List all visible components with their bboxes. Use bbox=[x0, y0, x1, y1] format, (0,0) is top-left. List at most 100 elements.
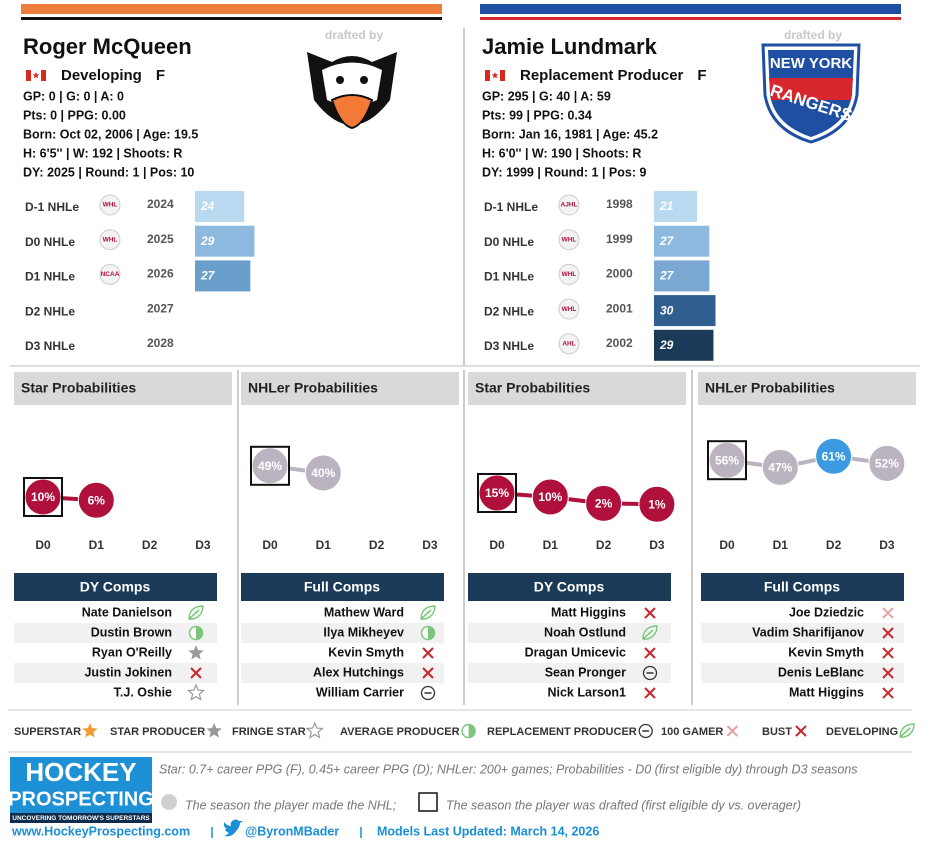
brand-text: PROSPECTING bbox=[8, 788, 154, 810]
x-tick-label: D3 bbox=[879, 538, 895, 552]
nhle-year: 2024 bbox=[147, 197, 174, 211]
star bbox=[186, 683, 206, 701]
flag-band bbox=[485, 70, 490, 81]
comps-row-bg bbox=[468, 663, 671, 683]
outcome-icon bbox=[305, 721, 324, 739]
x-tick-label: D1 bbox=[543, 538, 559, 552]
x-tick-label: D2 bbox=[826, 538, 842, 552]
comp-name: T.J. Oshie bbox=[114, 685, 172, 699]
outcome-icon bbox=[190, 667, 202, 679]
player-stat: Pts: 99 | PPG: 0.34 bbox=[482, 108, 592, 122]
outcome-icon bbox=[188, 625, 204, 641]
player-stat: DY: 2025 | Round: 1 | Pos: 10 bbox=[23, 165, 194, 179]
team-bar bbox=[480, 17, 901, 20]
nhle-bar bbox=[654, 329, 714, 361]
comps-header bbox=[14, 573, 217, 601]
legend-label: FRINGE STAR bbox=[232, 726, 306, 738]
footer-link: Models Last Updated: March 14, 2026 bbox=[377, 824, 599, 838]
comp-name: Nate Danielson bbox=[82, 605, 172, 619]
player-status: Replacement Producer bbox=[520, 67, 684, 84]
prob-dot bbox=[638, 485, 676, 523]
team-logo-eye bbox=[336, 76, 344, 84]
player-stat: GP: 0 | G: 0 | A: 0 bbox=[23, 89, 124, 103]
x-stroke bbox=[644, 647, 656, 659]
team-bar bbox=[21, 17, 442, 20]
nhle-year: 2001 bbox=[606, 301, 633, 315]
x-stroke bbox=[422, 647, 434, 659]
nhle-label: D3 NHLe bbox=[484, 339, 534, 353]
footer-note: The season the player made the NHL; bbox=[185, 798, 397, 812]
outcome-icon bbox=[642, 625, 658, 640]
nhle-label: D1 NHLe bbox=[25, 270, 75, 284]
logo-text: NEW YORK bbox=[770, 55, 852, 72]
prob-title: Star Probabilities bbox=[475, 380, 590, 396]
player-stat: Born: Oct 02, 2006 | Age: 19.5 bbox=[23, 127, 198, 141]
nhle-label: D1 NHLe bbox=[484, 270, 534, 284]
circle bbox=[638, 723, 653, 739]
nhle-value: 29 bbox=[659, 338, 674, 352]
x-tick-label: D0 bbox=[35, 538, 51, 552]
league-badge bbox=[558, 333, 580, 355]
drafted-box bbox=[477, 473, 517, 513]
nhle-bar bbox=[195, 260, 251, 292]
comps-row-bg bbox=[14, 623, 217, 643]
x-stroke bbox=[882, 627, 894, 639]
outcome-icon bbox=[461, 723, 476, 739]
comp-name: Justin Jokinen bbox=[84, 665, 172, 679]
comp-name: Nick Larson1 bbox=[547, 685, 626, 699]
comps-header bbox=[468, 573, 671, 601]
outcome-icon bbox=[420, 685, 436, 701]
comp-name: Sean Pronger bbox=[545, 665, 626, 679]
player-position: F bbox=[156, 67, 165, 84]
player-name: Roger McQueen bbox=[23, 34, 192, 59]
comp-name: Dragan Umicevic bbox=[525, 645, 626, 659]
prob-line bbox=[496, 491, 657, 507]
x-tick-label: D0 bbox=[262, 538, 278, 552]
nhle-bar bbox=[654, 191, 698, 222]
comp-name: Matt Higgins bbox=[551, 605, 626, 619]
prob-title: Star Probabilities bbox=[21, 380, 136, 396]
outcome-icon bbox=[420, 605, 436, 620]
comps-header bbox=[241, 573, 444, 601]
comp-name: Mathew Ward bbox=[324, 605, 404, 619]
league-badge bbox=[558, 194, 580, 216]
comp-name: Noah Ostlund bbox=[544, 625, 626, 639]
league-badge bbox=[558, 263, 580, 285]
prob-dot bbox=[585, 484, 623, 522]
footer-link: www.HockeyProspecting.com bbox=[11, 824, 190, 838]
prob-title: NHLer Probabilities bbox=[705, 380, 835, 396]
league-badge bbox=[99, 263, 121, 285]
prob-title: NHLer Probabilities bbox=[248, 380, 378, 396]
brand-text: HOCKEY bbox=[25, 757, 136, 787]
comps-row-bg bbox=[701, 623, 904, 643]
prob-label: 56% bbox=[715, 453, 739, 467]
nhle-label: D-1 NHLe bbox=[25, 200, 79, 214]
x-tick-label: D1 bbox=[316, 538, 332, 552]
footer-note: Star: 0.7+ career PPG (F), 0.45+ career … bbox=[159, 762, 858, 776]
league-name: AHL bbox=[562, 341, 575, 348]
league-badge bbox=[558, 229, 580, 251]
outcome-icon bbox=[206, 723, 222, 738]
x-tick-label: D2 bbox=[142, 538, 158, 552]
team-logo-mask bbox=[322, 62, 382, 106]
x-stroke bbox=[726, 725, 739, 737]
comps-header bbox=[701, 573, 904, 601]
outcome-icon bbox=[795, 725, 807, 737]
outcome-icon bbox=[882, 627, 894, 639]
prob-dot bbox=[77, 481, 115, 519]
nhle-value: 21 bbox=[659, 199, 674, 213]
comps-row-bg bbox=[468, 623, 671, 643]
drafted-by: drafted by bbox=[784, 28, 842, 42]
comp-name: Kevin Smyth bbox=[788, 645, 864, 659]
comps-title: DY Comps bbox=[80, 579, 151, 595]
nhle-year: 1998 bbox=[606, 197, 633, 211]
league-name: NCAA bbox=[101, 271, 120, 278]
nhle-year: 2002 bbox=[606, 336, 633, 350]
player-position: F bbox=[697, 67, 706, 84]
outcome-icon bbox=[188, 605, 204, 620]
x-tick-label: D0 bbox=[489, 538, 505, 552]
player-stat: H: 6'0'' | W: 190 | Shoots: R bbox=[482, 146, 641, 160]
league-name: WHL bbox=[562, 306, 577, 313]
league-badge bbox=[99, 194, 121, 216]
x-stroke bbox=[882, 667, 894, 679]
